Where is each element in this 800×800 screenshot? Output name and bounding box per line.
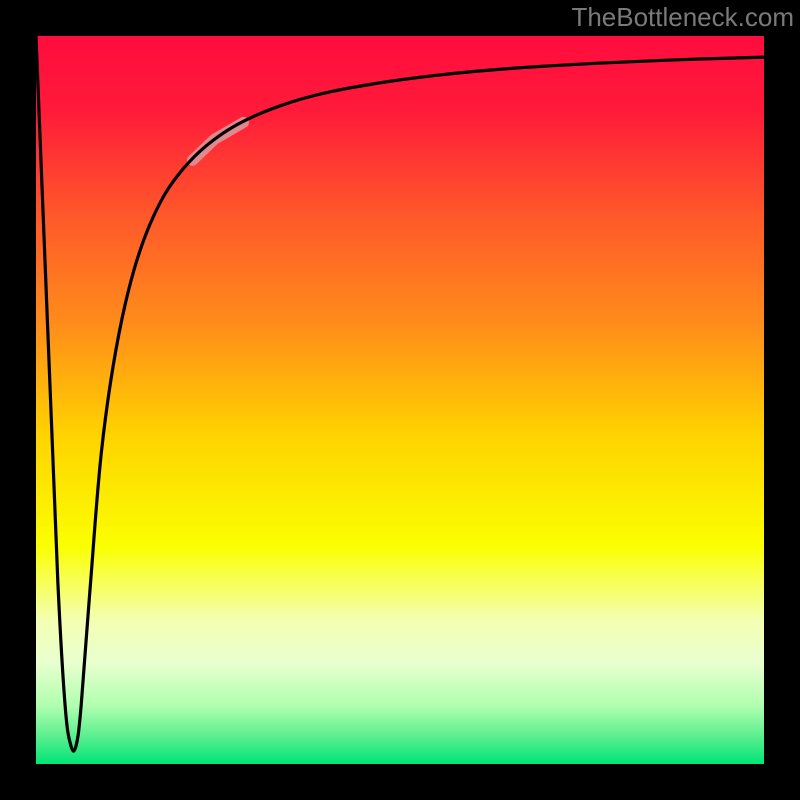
curve-svg	[36, 36, 764, 764]
curve-highlight-segment	[193, 122, 244, 160]
plot-area	[36, 36, 764, 764]
watermark-text: TheBottleneck.com	[571, 2, 794, 33]
bottleneck-curve	[36, 36, 764, 751]
